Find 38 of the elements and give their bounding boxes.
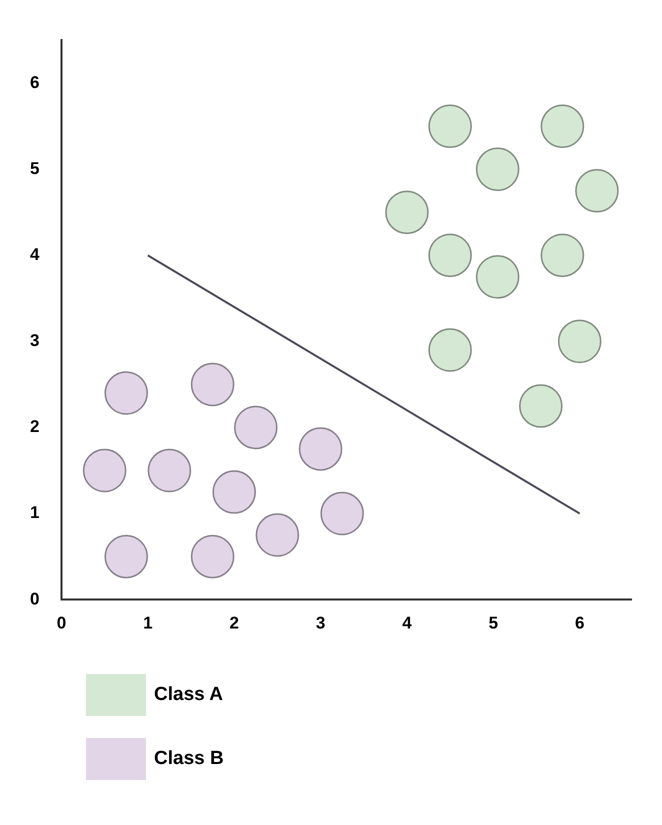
point xyxy=(82,448,126,492)
point xyxy=(428,328,472,372)
point xyxy=(385,190,429,234)
point xyxy=(519,384,563,428)
y-tick-label: 1 xyxy=(30,503,40,522)
point xyxy=(428,104,472,148)
x-tick-label: 1 xyxy=(143,613,153,632)
x-tick-label: 4 xyxy=(402,613,412,632)
point xyxy=(256,513,300,557)
point xyxy=(104,534,148,578)
y-tick-label: 3 xyxy=(30,331,40,350)
y-tick-label: 5 xyxy=(30,158,40,178)
point xyxy=(104,371,148,415)
x-tick-label: 5 xyxy=(488,613,498,632)
point xyxy=(298,427,342,471)
point xyxy=(234,406,278,450)
y-tick-label: 0 xyxy=(30,589,40,608)
x-tick-label: 3 xyxy=(316,613,326,632)
x-tick-label: 0 xyxy=(56,613,66,632)
point xyxy=(575,169,619,213)
y-tick-label: 4 xyxy=(30,245,40,264)
point xyxy=(428,234,472,278)
point xyxy=(212,470,256,514)
legend-label: Class A xyxy=(154,684,223,706)
point xyxy=(476,148,520,192)
point xyxy=(476,255,520,299)
y-tick-label: 2 xyxy=(30,417,40,436)
point xyxy=(540,234,584,278)
y-tick-label: 6 xyxy=(30,72,40,92)
point xyxy=(320,492,364,536)
x-tick-label: 6 xyxy=(574,613,584,632)
point xyxy=(190,534,234,578)
point xyxy=(540,104,584,148)
point xyxy=(148,448,192,492)
legend-label: Class B xyxy=(154,748,224,770)
x-tick-label: 2 xyxy=(229,613,239,632)
point xyxy=(558,320,602,364)
point xyxy=(190,362,234,406)
